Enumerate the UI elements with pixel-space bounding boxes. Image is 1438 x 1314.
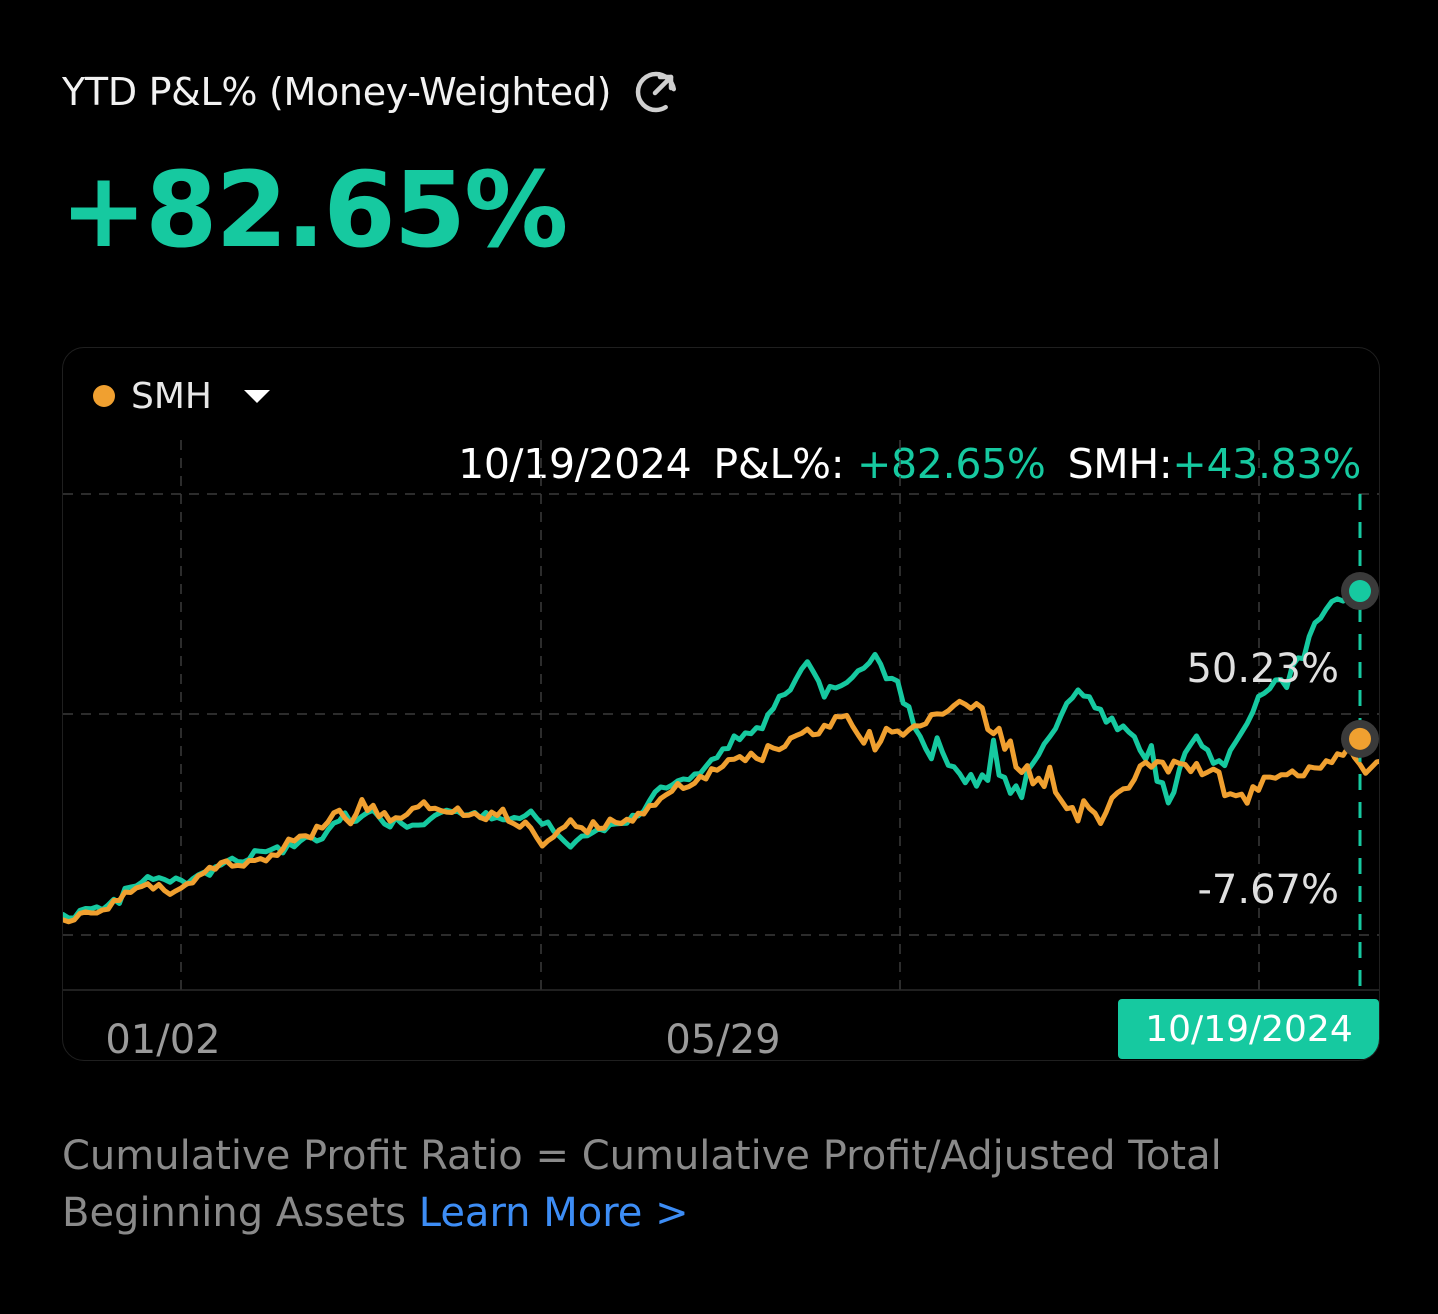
footnote: Cumulative Profit Ratio = Cumulative Pro… bbox=[62, 1128, 1322, 1242]
y-tick-label-0: 50.23% bbox=[1186, 646, 1339, 692]
page-title: YTD P&L% (Money-Weighted) bbox=[62, 70, 612, 114]
selected-date-label: 10/19/2024 bbox=[1145, 1009, 1353, 1050]
tooltip-pl-value: +82.65% bbox=[856, 440, 1046, 488]
tooltip-bench-label: SMH: bbox=[1067, 440, 1173, 488]
title-row: YTD P&L% (Money-Weighted) bbox=[62, 62, 679, 122]
learn-more-link[interactable]: Learn More > bbox=[418, 1190, 689, 1236]
pl-line-chart[interactable]: 50.23% -7.67% 01/02 05/29 10/19/2024 bbox=[63, 348, 1379, 1060]
chart-tooltip: 10/19/2024 P&L%: +82.65% SMH:+43.83% bbox=[458, 440, 1361, 488]
end-marker-pl bbox=[1349, 580, 1371, 603]
ytd-pl-value: +82.65% bbox=[60, 149, 568, 271]
caret-down-icon[interactable] bbox=[243, 389, 270, 403]
chart-card: SMH 10/19/2024 P&L%: +82.65% SMH:+43.83% 5… bbox=[62, 347, 1380, 1061]
benchmark-color-dot bbox=[93, 385, 115, 407]
selected-date-pill bbox=[1118, 999, 1379, 1059]
tooltip-pl-label: P&L%: bbox=[713, 440, 845, 488]
y-tick-label-1: -7.67% bbox=[1197, 867, 1339, 913]
tooltip-bench-value: +43.83% bbox=[1172, 440, 1361, 488]
footnote-text: Cumulative Profit Ratio = Cumulative Pro… bbox=[62, 1133, 1222, 1236]
tooltip-date: 10/19/2024 bbox=[458, 440, 692, 488]
benchmark-selector[interactable]: SMH bbox=[93, 372, 270, 420]
x-tick-label-0: 01/02 bbox=[105, 1017, 220, 1060]
end-marker-smh bbox=[1349, 727, 1371, 750]
x-tick-label-1: 05/29 bbox=[665, 1017, 780, 1060]
share-external-icon[interactable] bbox=[633, 69, 679, 115]
benchmark-label: SMH bbox=[131, 375, 212, 417]
series-line-pl bbox=[63, 588, 1363, 921]
series-line-smh bbox=[63, 698, 1379, 925]
